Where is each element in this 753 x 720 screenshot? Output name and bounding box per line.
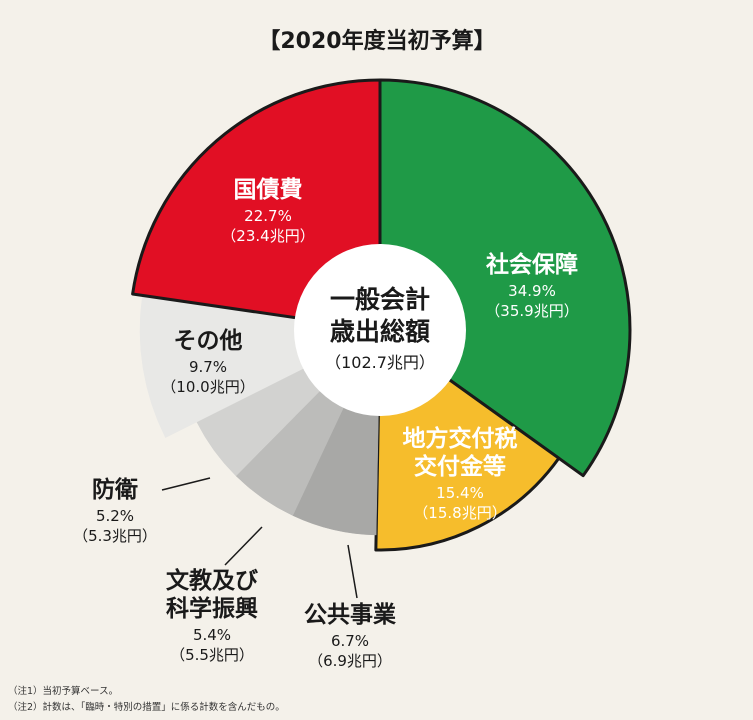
slice-label-name: 公共事業 bbox=[304, 601, 397, 628]
slice-label-amount: （35.9兆円） bbox=[485, 302, 578, 320]
leader-lines bbox=[161, 477, 358, 599]
slice-label-amount: （5.5兆円） bbox=[170, 646, 254, 664]
slice-label-percent: 5.2% bbox=[96, 507, 134, 525]
leader-line bbox=[347, 544, 358, 599]
slice-label-name: その他 bbox=[174, 328, 243, 354]
slice-label-amount: （10.0兆円） bbox=[161, 378, 254, 396]
slice-label-percent: 5.4% bbox=[193, 626, 231, 644]
slice-label-amount: （5.3兆円） bbox=[73, 527, 157, 545]
slice-label-amount: （6.9兆円） bbox=[308, 652, 392, 670]
note-1: （注1）当初予算ベース。 bbox=[8, 685, 118, 697]
slice-label-percent: 9.7% bbox=[189, 358, 227, 376]
pie-slice bbox=[131, 78, 382, 332]
slice-label-name: 文教及び bbox=[166, 567, 258, 594]
slice-label-name: 防衛 bbox=[92, 476, 138, 503]
slice-label-name: 地方交付税 bbox=[403, 425, 518, 452]
leader-line bbox=[224, 526, 263, 566]
chart-title: 【2020年度当初予算】 bbox=[258, 28, 495, 54]
slice-label-name: 国債費 bbox=[234, 177, 303, 203]
center-title-line2: 歳出総額 bbox=[330, 317, 430, 346]
slice-label-percent: 6.7% bbox=[331, 632, 369, 650]
center-title-line1: 一般会計 bbox=[330, 285, 430, 314]
slice-label-percent: 22.7% bbox=[244, 207, 292, 225]
slice-label-name: 科学振興 bbox=[166, 595, 258, 622]
center-hole bbox=[294, 244, 466, 416]
slice-label-percent: 34.9% bbox=[508, 282, 556, 300]
slice-label-amount: （15.8兆円） bbox=[413, 504, 506, 522]
slice-label-name: 交付金等 bbox=[414, 453, 506, 480]
slice-label-amount: （23.4兆円） bbox=[221, 227, 314, 245]
center-total: （102.7兆円） bbox=[325, 353, 435, 372]
pie-slice bbox=[378, 78, 632, 478]
note-2: （注2）計数は、「臨時・特別の措置」に係る計数を含んだもの。 bbox=[8, 701, 285, 713]
slice-label-name: 社会保障 bbox=[486, 251, 578, 278]
slice-label-percent: 15.4% bbox=[436, 484, 484, 502]
leader-line bbox=[161, 477, 211, 491]
